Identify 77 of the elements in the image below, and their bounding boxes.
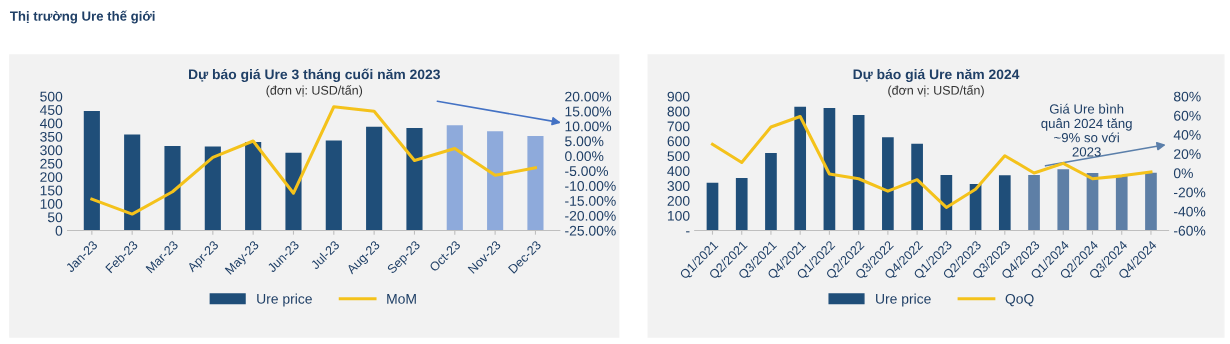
chart-subtitle: (đơn vị: USD/tấn) (266, 84, 363, 98)
y2-tick-label: 20.00% (565, 91, 612, 102)
y-tick-label: 100 (40, 198, 63, 209)
y2-tick-label: -5.00% (565, 166, 609, 177)
y-tick-label: 200 (40, 172, 63, 182)
y2-tick-label: 80% (1173, 91, 1201, 102)
bar (164, 145, 181, 231)
y-tick-label: 400 (667, 166, 690, 177)
chart-title: Dự báo giá Ure năm 2024 (853, 68, 1020, 83)
bar (882, 137, 894, 231)
y-tick-label: - (686, 231, 690, 233)
bar (245, 141, 262, 231)
y-tick-label: 400 (39, 118, 63, 129)
y2-tick-label: -15.00% (565, 196, 616, 206)
y-tick-label: 50 (47, 212, 63, 223)
y-tick-label: 0 (55, 225, 63, 236)
bar (794, 106, 807, 231)
y-tick-label: 100 (667, 210, 690, 221)
y-tick-label: 250 (40, 158, 63, 169)
y-tick-label: 200 (667, 196, 690, 206)
bar (204, 146, 221, 231)
y2-tick-label: -60% (1173, 225, 1206, 236)
y2-tick-label: 20% (1174, 149, 1201, 159)
y-tick-label: 150 (40, 185, 63, 196)
y2-tick-label: -20% (1173, 187, 1206, 198)
y2-tick-label: 15.00% (565, 106, 612, 117)
bar (406, 127, 423, 231)
y-tick-label: 500 (40, 91, 63, 102)
bar (124, 134, 141, 231)
bar (1145, 172, 1157, 231)
bar (706, 182, 719, 231)
y-tick-label: 900 (667, 91, 690, 102)
bar (735, 178, 748, 231)
bar (1057, 169, 1070, 231)
bar (285, 152, 302, 231)
chart-subtitle: (đơn vị: USD/tấn) (888, 84, 984, 98)
bar (765, 152, 777, 231)
y-tick-label: 800 (667, 106, 690, 117)
text: Thị trường Ure thế giới (9, 10, 155, 24)
legend-label: QoQ (1005, 293, 1034, 307)
y2-tick-label: -20.00% (565, 210, 616, 221)
y-tick-label: 600 (667, 136, 690, 147)
bar (446, 125, 463, 231)
y-tick-label: 700 (667, 121, 690, 132)
line-series (90, 105, 537, 216)
bar (911, 143, 923, 231)
chart-title: Dự báo giá Ure 3 tháng cuối năm 2023 (189, 68, 440, 83)
y2-tick-label: -10.00% (565, 181, 616, 191)
y2-tick-label: 5.00% (565, 136, 604, 147)
bar (1028, 175, 1040, 231)
bar (325, 140, 342, 231)
bar (940, 175, 953, 231)
bar (487, 131, 504, 231)
y-tick-label: 450 (39, 105, 63, 115)
y-tick-label: 500 (667, 151, 690, 162)
bar (366, 126, 383, 231)
bar (852, 114, 865, 231)
legend-label: MoM (387, 294, 416, 304)
bar (998, 175, 1011, 231)
line-series (710, 114, 1153, 210)
annotation: Giá Ure bình quân 2024 tăng ~9% so với 2023 (1041, 103, 1132, 157)
y2-tick-label: 60% (1174, 110, 1201, 121)
y-tick-label: 300 (667, 181, 690, 191)
y2-tick-label: 0% (1173, 168, 1193, 179)
y2-tick-label: 0.00% (565, 151, 604, 162)
y2-tick-label: -40% (1173, 206, 1206, 217)
legend-label: Ure price (876, 293, 931, 307)
legend-label: Ure price (257, 293, 312, 307)
bar (823, 107, 836, 231)
y2-tick-label: 40% (1173, 129, 1201, 140)
bar (1115, 175, 1128, 231)
y2-tick-label: -25.00% (565, 225, 616, 236)
bar (527, 136, 544, 231)
y-tick-label: 350 (40, 131, 63, 142)
bar (83, 111, 100, 231)
y2-tick-label: 10.00% (565, 121, 612, 132)
y-tick-label: 300 (40, 145, 63, 156)
